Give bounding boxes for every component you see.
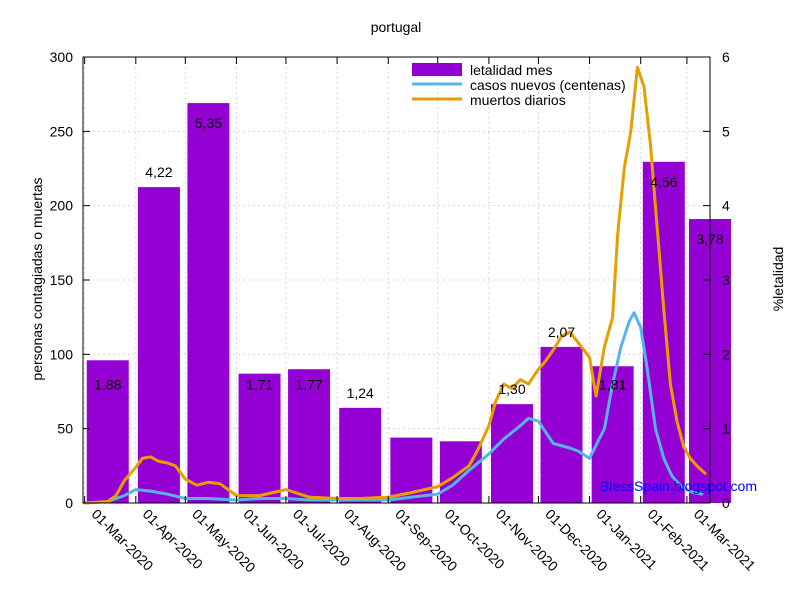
series-casos-line <box>83 311 704 505</box>
lines <box>83 65 707 505</box>
y-left-tick-label: 200 <box>50 198 74 214</box>
bar-value-labels: 1,88 4,22 5,35 1,71 1,77 1,24 1,30 2,07 1,81 4,56… <box>94 115 724 401</box>
bar <box>137 187 180 504</box>
y-left-tick-label: 300 <box>50 49 74 65</box>
y-axis-right-label: %letalidad <box>770 247 786 312</box>
bar-value-label: 4,56 <box>650 174 677 190</box>
y-right-tick-label: 5 <box>722 123 730 139</box>
watermark: BlessSpain.blogspot.com <box>600 478 757 494</box>
legend-swatch-bars <box>412 63 462 76</box>
y-right-tick-label: 1 <box>722 421 730 437</box>
legend-label: muertos diarios <box>470 92 566 108</box>
y-left-tick-label: 250 <box>50 123 74 139</box>
bar <box>238 373 281 503</box>
bar-value-label: 5,35 <box>195 115 222 131</box>
y-right-tick-label: 4 <box>722 198 730 214</box>
y-left-tick-label: 100 <box>50 346 74 362</box>
y-axis-left-label: personas contagiadas o muertas <box>29 177 45 380</box>
bar-value-label: 2,07 <box>548 324 575 340</box>
bar <box>339 407 382 503</box>
bar-value-label: 1,71 <box>246 377 273 393</box>
gridlines <box>83 56 710 504</box>
bar <box>86 360 129 503</box>
y-right-tick-label: 6 <box>722 49 730 65</box>
bar-value-label: 1,88 <box>94 377 121 393</box>
y-left-tick-label: 0 <box>65 495 73 511</box>
y-right-tick-label: 0 <box>722 495 730 511</box>
series-muertos-line <box>83 65 707 505</box>
bar-value-label: 4,22 <box>145 164 172 180</box>
bar-value-label: 1,24 <box>347 385 374 401</box>
bar <box>288 369 331 503</box>
y-right-tick-label: 2 <box>722 346 730 362</box>
bar-value-label: 1,81 <box>599 377 626 393</box>
bar <box>540 346 583 503</box>
bar <box>642 161 685 503</box>
y-left-tick-label: 50 <box>57 421 73 437</box>
bar-value-label: 1,77 <box>295 377 322 393</box>
legend-label: casos nuevos (centenas) <box>470 77 626 93</box>
bar-value-label: 1,30 <box>498 381 525 397</box>
y-left-tick-label: 150 <box>50 272 74 288</box>
plot-border <box>82 56 711 504</box>
bar <box>187 103 230 503</box>
chart-title: portugal <box>371 19 422 35</box>
legend-label: letalidad mes <box>470 62 553 78</box>
bars <box>86 103 731 504</box>
y-right-tick-label: 3 <box>722 272 730 288</box>
